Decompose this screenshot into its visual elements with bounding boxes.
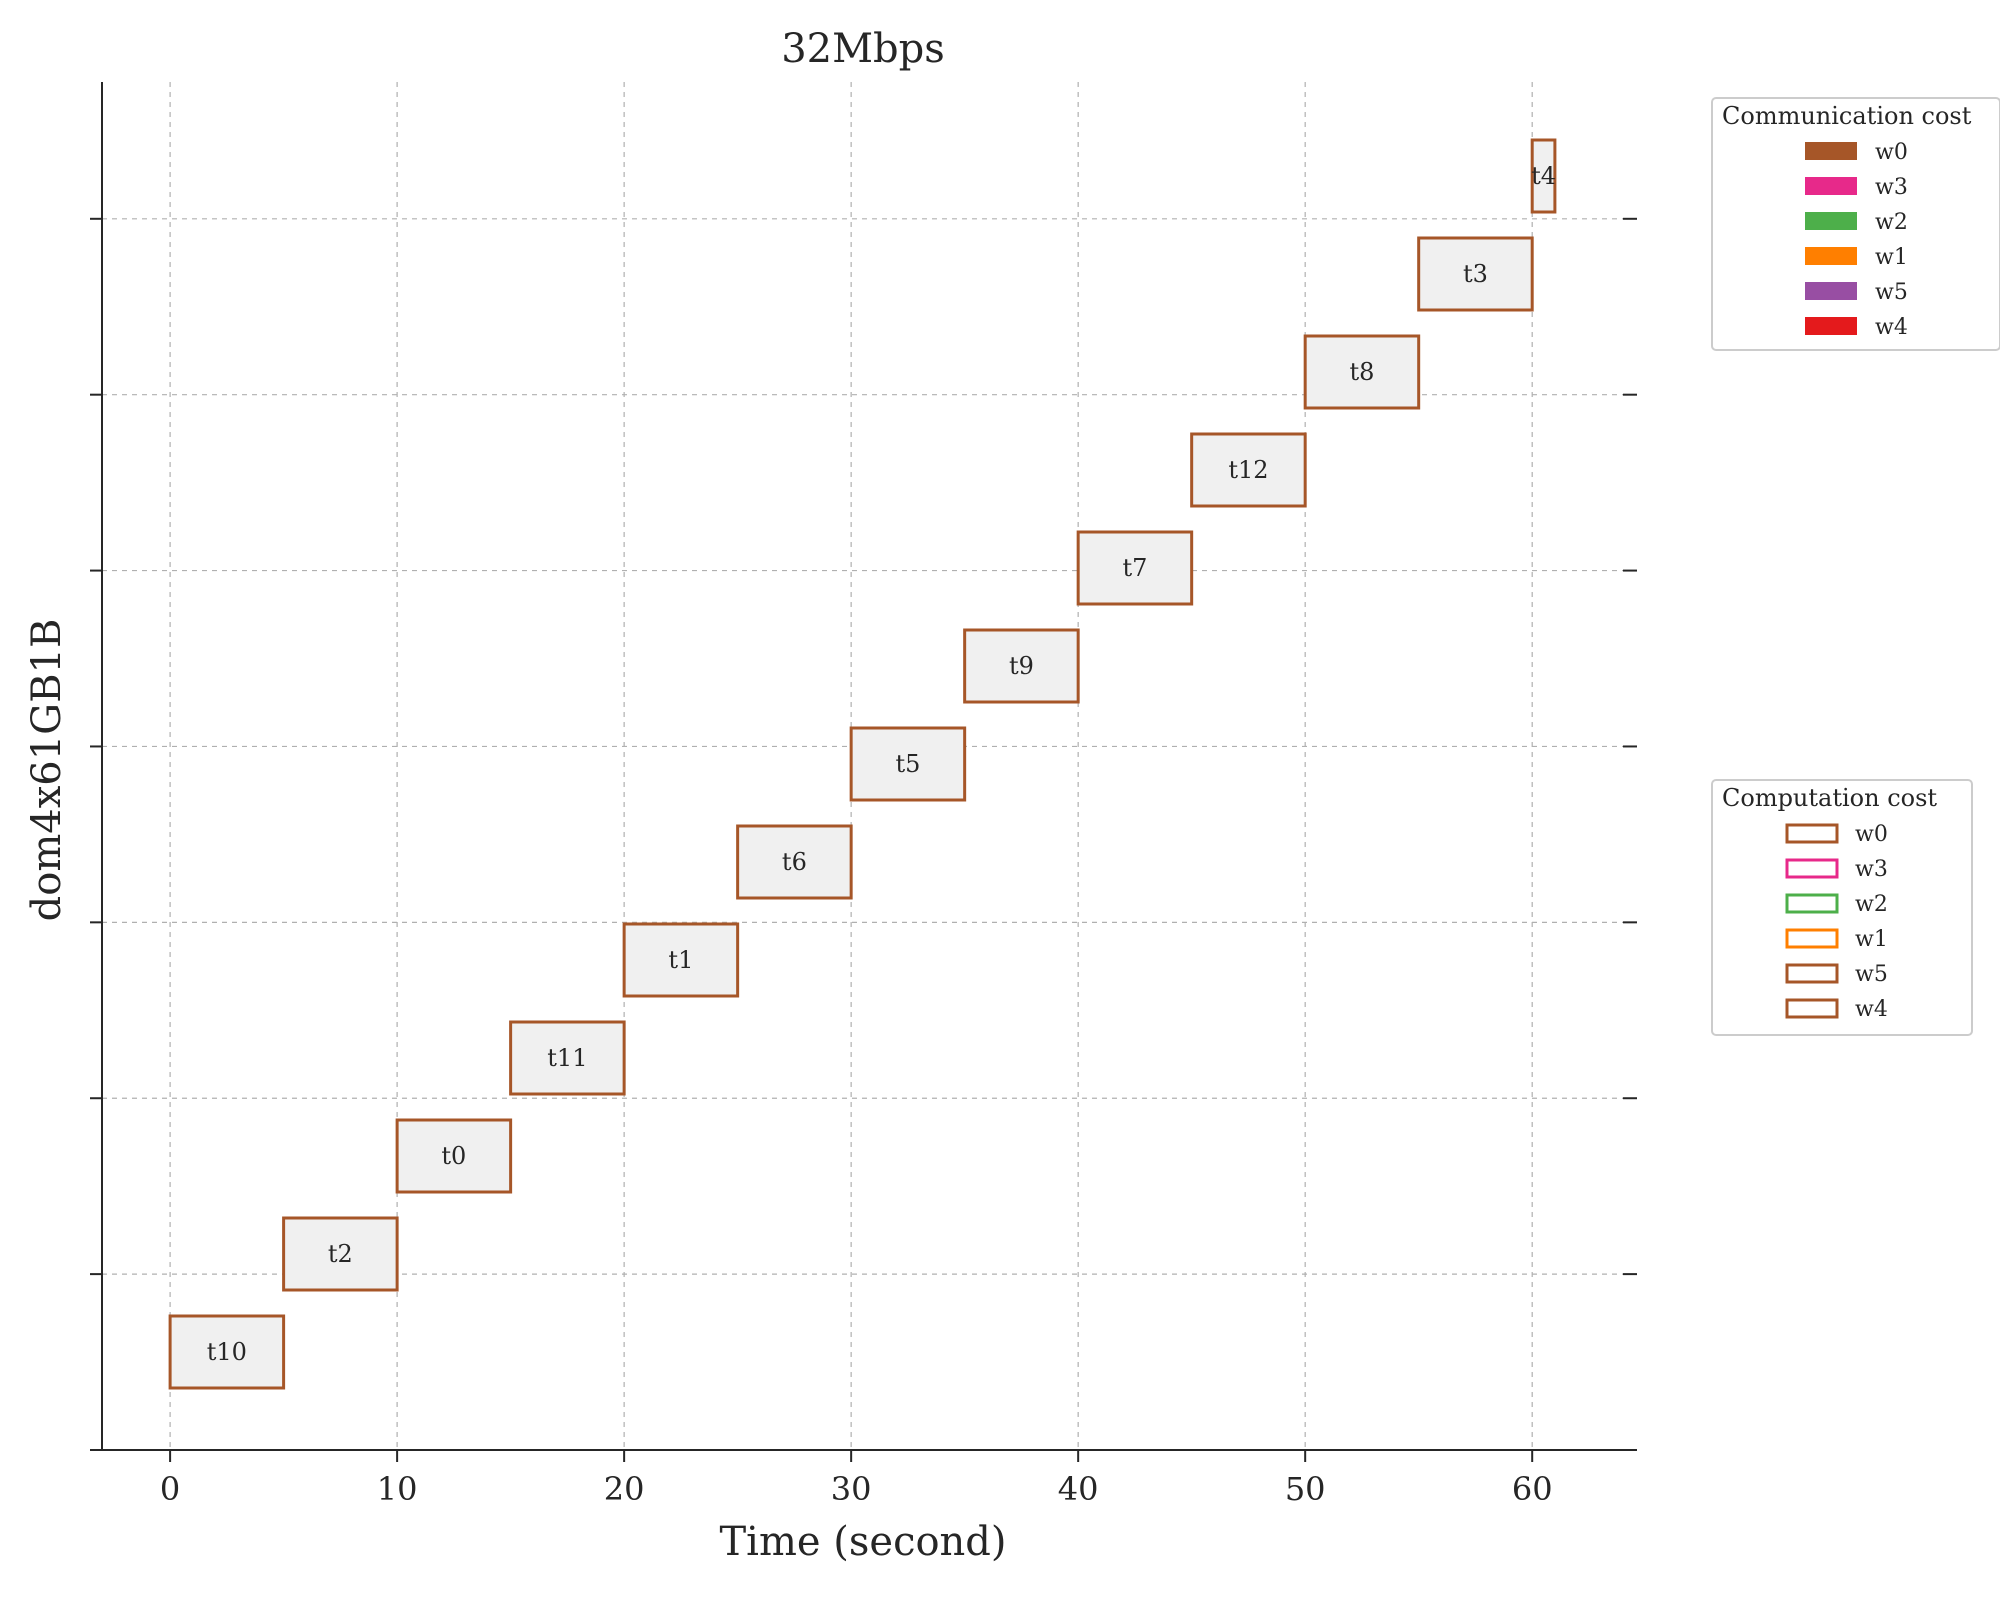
task-label-t9: t9: [1009, 652, 1034, 680]
task-bar-t10: [168, 1314, 286, 1390]
task-label-t6: t6: [782, 848, 807, 876]
x-tick-label: 30: [831, 1470, 872, 1508]
legend-swatch: [1785, 928, 1839, 949]
task-bars: t10 t2 t0 t11 t1 t6 t5 t9 t7 t12 t8 t3 t4: [168, 138, 1557, 1390]
task-label-t10: t10: [207, 1338, 247, 1366]
task-label-t5: t5: [895, 750, 920, 778]
legend-entry-label: w2: [1875, 210, 1908, 235]
task-bar-t11: [509, 1020, 626, 1096]
chart-title: 32Mbps: [781, 26, 945, 72]
legend-entry-label: w3: [1855, 857, 1888, 882]
task-label-t1: t1: [668, 946, 693, 974]
task-bar-t3: [1417, 236, 1534, 312]
legend-swatch: [1805, 282, 1857, 300]
task-label-t11: t11: [547, 1044, 587, 1072]
task-label-t3: t3: [1463, 260, 1488, 288]
task-bar-t0: [395, 1118, 513, 1194]
x-tick-label: 0: [160, 1470, 180, 1508]
legend-title: Computation cost: [1722, 784, 1937, 812]
task-bar-t6: [736, 824, 853, 900]
y-axis-label: dom4x61GB1B: [24, 619, 70, 922]
legend-swatch: [1805, 317, 1857, 335]
legend-entry-label: w5: [1855, 962, 1888, 987]
task-label-t2: t2: [328, 1240, 353, 1268]
x-tick-label: 10: [377, 1470, 418, 1508]
legend-swatch: [1805, 142, 1857, 160]
legend-title: Communication cost: [1722, 102, 1972, 130]
legend-entry-label: w0: [1855, 822, 1888, 847]
task-bar-t12: [1190, 432, 1307, 508]
legend-swatch: [1785, 823, 1839, 844]
x-tick-label: 50: [1285, 1470, 1326, 1508]
x-axis-label: Time (second): [719, 1519, 1006, 1565]
legend-entry-label: w2: [1855, 892, 1888, 917]
legend-swatch: [1785, 963, 1839, 984]
x-tick-label: 40: [1058, 1470, 1099, 1508]
task-bar-t9: [963, 628, 1080, 704]
task-bar-t1: [622, 922, 740, 998]
legend-swatch: [1785, 998, 1839, 1019]
task-label-t12: t12: [1228, 456, 1268, 484]
legends: Communication costw0w3w2w1w5w4Computatio…: [1711, 97, 2000, 1036]
legend-entry-label: w1: [1855, 927, 1888, 952]
legend-entry-label: w0: [1875, 140, 1908, 165]
x-tick-label: 20: [604, 1470, 645, 1508]
legend-swatch: [1785, 858, 1839, 879]
task-bar-t8: [1303, 334, 1421, 410]
legend-entry-label: w4: [1855, 997, 1888, 1022]
task-label-t4: t4: [1531, 162, 1556, 190]
axes: 0 10 20 30 40 50 60: [90, 82, 1637, 1508]
legend-swatch: [1785, 893, 1839, 914]
task-label-t7: t7: [1122, 554, 1147, 582]
legend-entry-label: w5: [1875, 280, 1908, 305]
task-label-t8: t8: [1349, 358, 1374, 386]
legend-frame: [1711, 779, 1973, 1036]
legend-swatch: [1805, 247, 1857, 265]
legend-entry-label: w3: [1875, 175, 1908, 200]
legend-entry-label: w4: [1875, 315, 1908, 340]
task-bar-t4: [1530, 138, 1557, 214]
task-label-t0: t0: [441, 1142, 466, 1170]
legend-swatch: [1805, 177, 1857, 195]
legend-communication-cost: Communication cost w0 w3 w2 w1 w5 w4: [1711, 97, 2000, 351]
legend-swatch: [1805, 212, 1857, 230]
legend-computation-cost: Computation cost w0 w3 w2 w1 w5 w4: [1711, 779, 1973, 1036]
task-bar-t5: [849, 726, 967, 802]
task-bar-t7: [1076, 530, 1194, 606]
legend-entry-label: w1: [1875, 245, 1908, 270]
task-bar-t2: [282, 1216, 399, 1292]
x-tick-label: 60: [1512, 1470, 1553, 1508]
